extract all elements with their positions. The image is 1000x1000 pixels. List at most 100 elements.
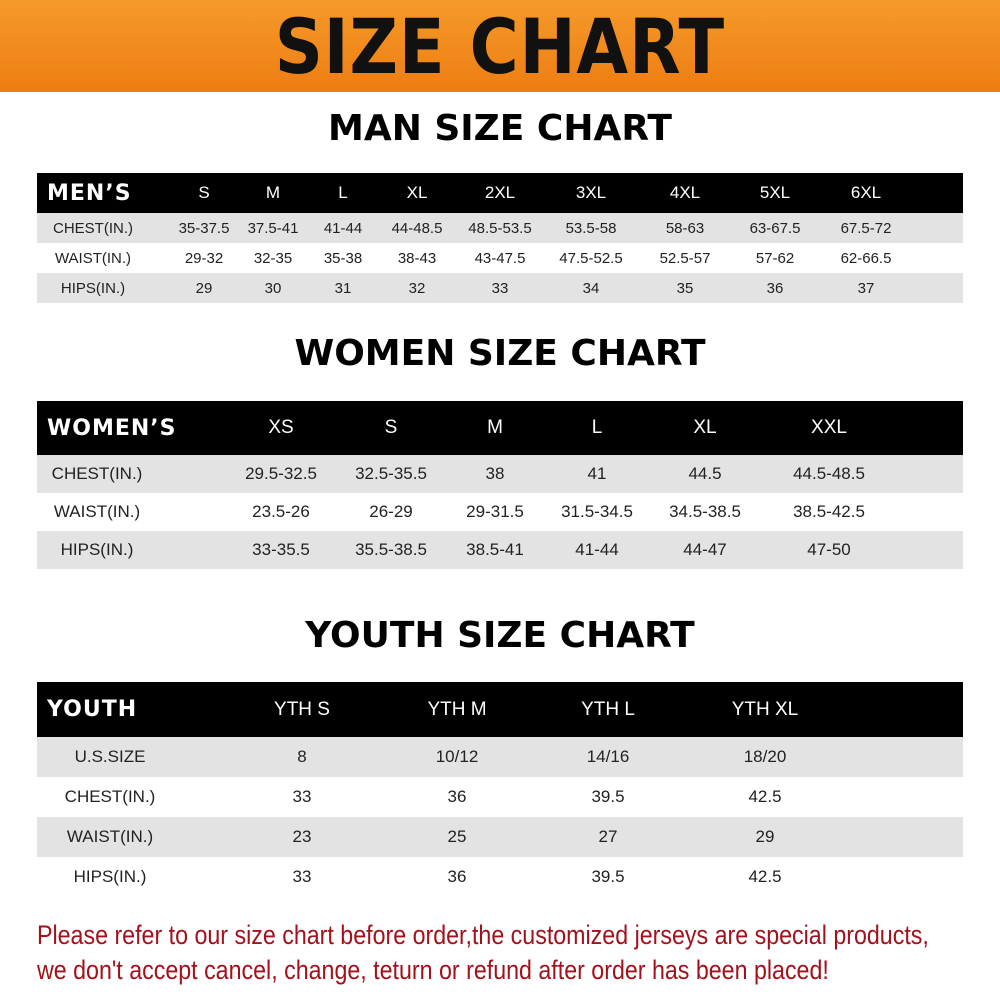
size-value: 67.5-72 xyxy=(840,219,892,237)
row-label: HIPS(IN.) xyxy=(60,279,126,297)
size-value: 36 xyxy=(447,867,467,886)
size-value: 44-47 xyxy=(683,540,727,559)
notice-line-1: Please refer to our size chart before or… xyxy=(37,920,929,950)
size-value: 29.5-32.5 xyxy=(245,464,317,483)
size-value: 38 xyxy=(485,464,505,483)
table-row: CHEST(IN.) 35-37.5 37.5-41 41-44 44-48.5 48.5… xyxy=(37,213,963,243)
size-value: 41 xyxy=(587,464,607,483)
row-label: HIPS(IN.) xyxy=(60,540,134,559)
row-label: CHEST(IN.) xyxy=(64,787,156,806)
table-row: CHEST(IN.) 29.5-32.5 32.5-35.5 38 41 44.5 44.5… xyxy=(37,455,963,493)
size-value: 31 xyxy=(334,279,352,297)
size-value: 37.5-41 xyxy=(247,219,299,237)
size-value: 30 xyxy=(264,279,282,297)
size-value: 27 xyxy=(598,827,618,846)
size-value: 52.5-57 xyxy=(659,249,711,267)
row-label: HIPS(IN.) xyxy=(73,867,147,886)
size-value: 18/20 xyxy=(743,747,787,766)
size-header: 4XL xyxy=(669,183,701,202)
size-header: 6XL xyxy=(850,183,882,202)
header-label: YOUTH xyxy=(47,697,138,722)
header-row: YOUTH YTH S YTH M YTH L YTH XL xyxy=(37,682,963,737)
size-value: 44-48.5 xyxy=(391,219,443,237)
size-value: 32 xyxy=(408,279,426,297)
size-value: 39.5 xyxy=(591,787,625,806)
notice-line-2: we don't accept cancel, change, teturn o… xyxy=(37,955,829,985)
size-header: S xyxy=(384,417,398,438)
size-value: 57-62 xyxy=(755,249,795,267)
men-title: MAN SIZE CHART xyxy=(328,108,672,149)
size-value: 58-63 xyxy=(665,219,705,237)
size-value: 33 xyxy=(292,787,312,806)
size-value: 29-32 xyxy=(184,249,224,267)
size-value: 35-38 xyxy=(323,249,363,267)
size-header: XL xyxy=(406,183,428,202)
size-value: 31.5-34.5 xyxy=(561,502,633,521)
size-value: 42.5 xyxy=(748,867,782,886)
size-value: 26-29 xyxy=(369,502,413,521)
women-title: WOMEN SIZE CHART xyxy=(294,333,706,374)
size-header: YTH M xyxy=(427,698,487,720)
table-row: CHEST(IN.) 33 36 39.5 42.5 xyxy=(37,777,963,817)
size-value: 8 xyxy=(297,747,307,766)
size-value: 35.5-38.5 xyxy=(355,540,427,559)
table-row: WAIST(IN.) 23 25 27 29 xyxy=(37,817,963,857)
size-header: 2XL xyxy=(484,183,516,202)
size-value: 43-47.5 xyxy=(474,249,526,267)
table-row: HIPS(IN.) 33-35.5 35.5-38.5 38.5-41 41-44 44-… xyxy=(37,531,963,569)
size-value: 63-67.5 xyxy=(749,219,801,237)
size-value: 36 xyxy=(447,787,467,806)
size-value: 41-44 xyxy=(323,219,363,237)
table-row: WAIST(IN.) 23.5-26 26-29 29-31.5 31.5-34.5 34… xyxy=(37,493,963,531)
header-row: MEN’S S M L XL 2XL 3XL 4XL 5XL 6XL xyxy=(37,173,963,213)
size-value: 33 xyxy=(292,867,312,886)
size-value: 29 xyxy=(195,279,213,297)
header-label: WOMEN’S xyxy=(47,415,177,441)
header-row: WOMEN’S XS S M L XL XXL xyxy=(37,401,963,455)
size-value: 44.5 xyxy=(688,464,722,483)
size-value: 25 xyxy=(447,827,467,846)
size-value: 38.5-42.5 xyxy=(793,502,865,521)
row-label: WAIST(IN.) xyxy=(66,827,154,846)
size-value: 47.5-52.5 xyxy=(559,249,623,267)
row-label: CHEST(IN.) xyxy=(51,464,143,483)
table-row: WAIST(IN.) 29-32 32-35 35-38 38-43 43-47.5 47.… xyxy=(37,243,963,273)
size-value: 29 xyxy=(755,827,775,846)
size-value: 34.5-38.5 xyxy=(669,502,741,521)
size-header: S xyxy=(198,183,210,202)
size-header: XL xyxy=(693,417,717,438)
size-value: 37 xyxy=(857,279,875,297)
row-label: WAIST(IN.) xyxy=(54,249,132,267)
size-header: YTH XL xyxy=(731,698,799,720)
banner-title: SIZE CHART xyxy=(274,1,726,91)
table-row: HIPS(IN.) 29 30 31 32 33 34 35 36 37 xyxy=(37,273,963,303)
size-value: 32-35 xyxy=(253,249,293,267)
size-value: 35-37.5 xyxy=(178,219,230,237)
size-value: 53.5-58 xyxy=(565,219,617,237)
table-row: U.S.SIZE 8 10/12 14/16 18/20 xyxy=(37,737,963,777)
size-value: 39.5 xyxy=(591,867,625,886)
row-label: U.S.SIZE xyxy=(74,747,146,766)
size-value: 38-43 xyxy=(397,249,437,267)
size-header: YTH L xyxy=(581,698,635,720)
size-chart-banner: SIZE CHART xyxy=(0,0,1000,92)
size-header: 3XL xyxy=(575,183,607,202)
size-header: L xyxy=(591,417,603,438)
size-value: 34 xyxy=(582,279,600,297)
size-value: 10/12 xyxy=(435,747,479,766)
size-value: 62-66.5 xyxy=(840,249,892,267)
size-header: 5XL xyxy=(759,183,791,202)
size-value: 38.5-41 xyxy=(466,540,524,559)
size-value: 23 xyxy=(292,827,312,846)
size-value: 48.5-53.5 xyxy=(468,219,532,237)
size-header: XXL xyxy=(811,417,847,438)
youth-title: YOUTH SIZE CHART xyxy=(305,615,695,656)
size-value: 41-44 xyxy=(575,540,619,559)
row-label: WAIST(IN.) xyxy=(53,502,141,521)
size-value: 33 xyxy=(491,279,509,297)
size-header: L xyxy=(338,183,348,202)
size-value: 29-31.5 xyxy=(466,502,524,521)
size-value: 42.5 xyxy=(748,787,782,806)
size-value: 44.5-48.5 xyxy=(793,464,865,483)
table-row: HIPS(IN.) 33 36 39.5 42.5 xyxy=(37,857,963,897)
